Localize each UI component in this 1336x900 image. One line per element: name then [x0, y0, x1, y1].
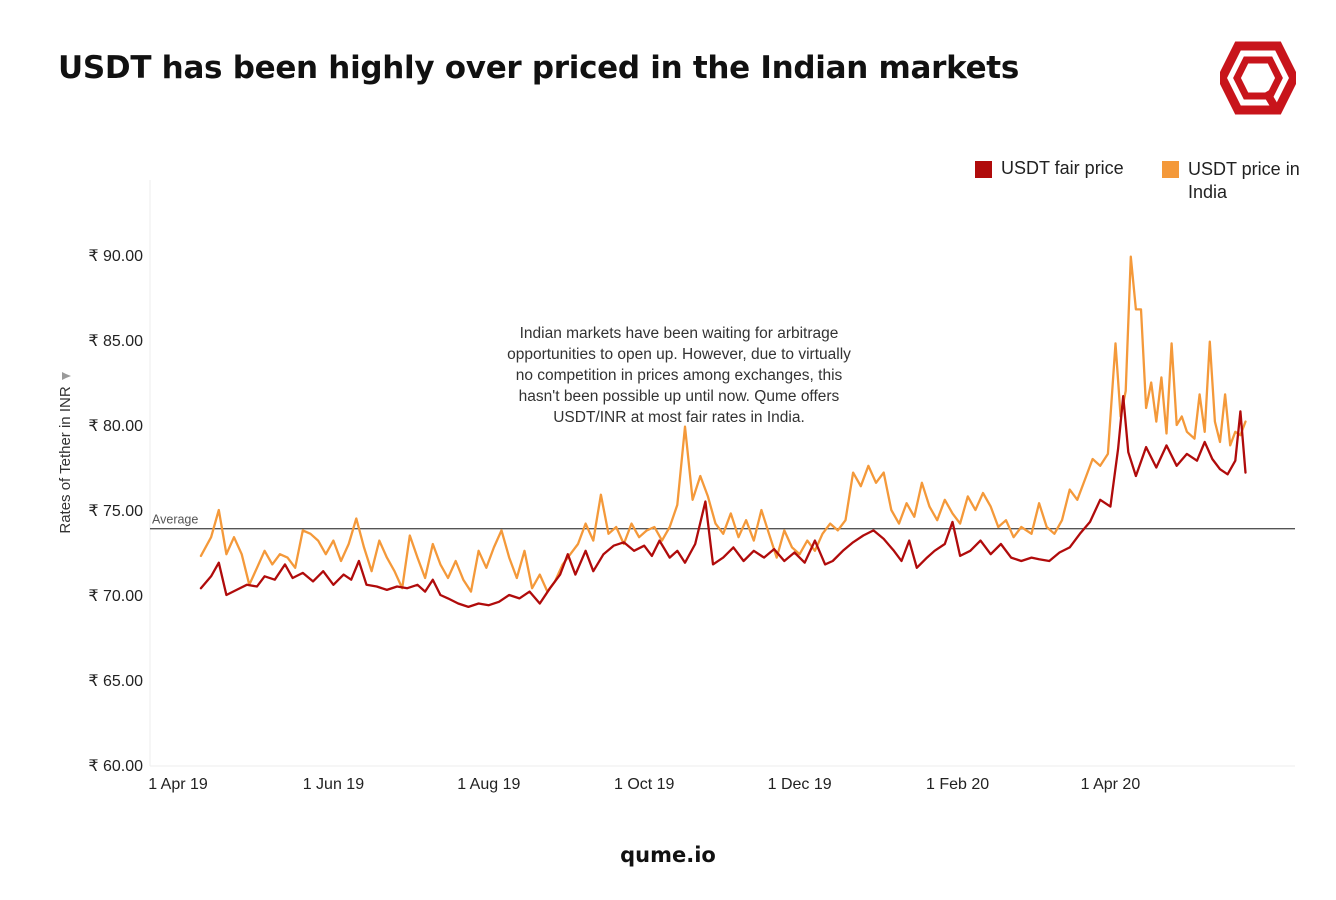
pin-icon-shape	[62, 372, 71, 380]
average-label: Average	[152, 513, 198, 527]
pin-icon	[62, 372, 71, 380]
qume-hexagon-q-logo-icon	[1220, 41, 1296, 115]
footer-site: qume.io	[620, 843, 716, 867]
series-lines	[199, 255, 1247, 609]
page-title: USDT has been highly over priced in the …	[58, 50, 1019, 86]
y-tick-label: ₹ 90.00	[88, 248, 143, 265]
chart-annotation: Indian markets have been waiting for arb…	[507, 325, 851, 426]
y-axis-ticks: ₹ 60.00 ₹ 65.00 ₹ 70.00 ₹ 75.00 ₹ 80.00 ₹ 85.…	[88, 180, 151, 775]
y-tick-label: ₹ 85.00	[88, 333, 143, 350]
x-tick-label: 1 Oct 19	[614, 776, 675, 793]
x-tick-label: 1 Jun 19	[303, 776, 364, 793]
y-axis-label-group: Rates of Tether in INR	[57, 372, 74, 534]
y-tick-label: ₹ 80.00	[88, 418, 143, 435]
y-tick-label: ₹ 70.00	[88, 588, 143, 605]
x-tick-label: 1 Apr 20	[1081, 776, 1141, 793]
legend-label: USDT fair price	[1001, 158, 1124, 178]
average-reference: Average	[150, 513, 1295, 530]
legend-swatch-fair-price	[975, 161, 992, 178]
x-tick-label: 1 Apr 19	[148, 776, 208, 793]
y-tick-label: ₹ 60.00	[88, 758, 143, 775]
legend-label: USDT price in India	[1188, 159, 1300, 202]
legend-swatch-india-price	[1162, 161, 1179, 178]
legend-item-fair-price[interactable]: USDT fair price	[975, 158, 1124, 179]
legend-item-india-price[interactable]: USDT price in India	[1162, 158, 1313, 204]
x-tick-label: 1 Aug 19	[457, 776, 520, 793]
x-tick-label: 1 Dec 19	[768, 776, 832, 793]
y-tick-label: ₹ 65.00	[88, 673, 143, 690]
x-axis-ticks: 1 Apr 19 1 Jun 19 1 Aug 19 1 Oct 19 1 Dec 19…	[148, 776, 1140, 793]
x-tick-label: 1 Feb 20	[926, 776, 989, 793]
y-axis-label: Rates of Tether in INR	[57, 386, 74, 533]
series-line-usdt-fair-price	[199, 394, 1247, 609]
y-tick-label: ₹ 75.00	[88, 503, 143, 520]
